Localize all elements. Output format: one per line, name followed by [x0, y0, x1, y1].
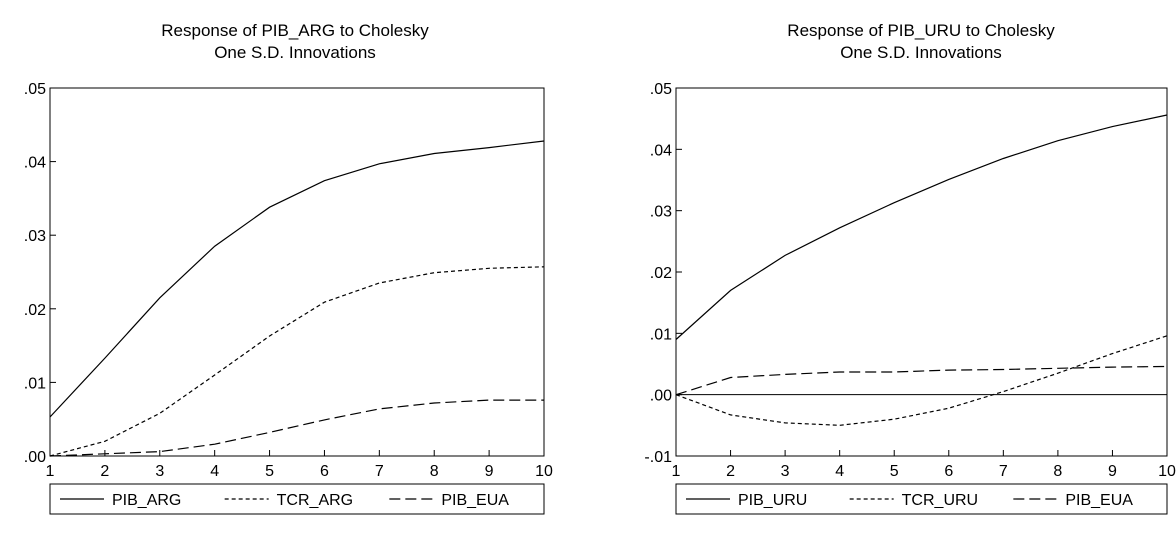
x-tick-label: 3 [155, 463, 164, 480]
legend-label: TCR_ARG [277, 492, 353, 509]
series-line-pib-uru [675, 114, 1168, 340]
series-line-pib-arg [49, 140, 545, 418]
chart-subtitle: One S.D. Innovations [214, 43, 376, 62]
x-tick-label: 9 [485, 463, 494, 480]
x-tick-label: 5 [265, 463, 274, 480]
y-tick-label: .01 [24, 375, 46, 392]
legend-box [675, 483, 1168, 515]
chart-title: Response of PIB_ARG to Cholesky [161, 21, 429, 40]
x-tick-label: 8 [430, 463, 439, 480]
x-tick-label: 7 [375, 463, 384, 480]
series-line-tcr-uru [675, 335, 1168, 426]
x-tick-label: 1 [672, 463, 681, 480]
chart-title: Response of PIB_URU to Cholesky [787, 21, 1055, 40]
y-tick-label: .01 [650, 326, 672, 343]
plot-frame [49, 87, 545, 457]
x-tick-label: 3 [781, 463, 790, 480]
series-line-pib-eua [49, 399, 544, 457]
x-tick-label: 5 [890, 463, 899, 480]
y-tick-label: .02 [650, 265, 672, 282]
x-tick-label: 4 [210, 463, 219, 480]
y-tick-label: .05 [24, 81, 46, 98]
y-tick-label: -.01 [644, 449, 672, 466]
chart-pib-arg: Response of PIB_ARG to Cholesky One S.D.… [24, 21, 553, 515]
legend-box [49, 483, 545, 515]
x-tick-label: 8 [1053, 463, 1062, 480]
x-tick-label: 1 [46, 463, 55, 480]
x-tick-label: 10 [1158, 463, 1176, 480]
x-tick-label: 6 [944, 463, 953, 480]
legend-label: PIB_ARG [112, 492, 181, 509]
chart-pib-uru: Response of PIB_URU to Cholesky One S.D.… [644, 21, 1176, 515]
y-tick-label: .03 [650, 204, 672, 221]
legend-label: PIB_EUA [1065, 492, 1133, 509]
y-tick-label: .04 [24, 155, 46, 172]
legend-label: PIB_URU [738, 492, 807, 509]
y-tick-label: .00 [650, 388, 672, 405]
y-tick-label: .05 [650, 81, 672, 98]
x-tick-label: 6 [320, 463, 329, 480]
x-tick-label: 10 [535, 463, 553, 480]
chart-subtitle: One S.D. Innovations [840, 43, 1002, 62]
x-tick-label: 4 [835, 463, 844, 480]
y-tick-label: .02 [24, 302, 46, 319]
legend-label: TCR_URU [902, 492, 978, 509]
y-tick-label: .03 [24, 228, 46, 245]
x-tick-label: 7 [999, 463, 1008, 480]
x-tick-label: 9 [1108, 463, 1117, 480]
x-tick-label: 2 [726, 463, 735, 480]
plot-frame [675, 87, 1168, 457]
series-line-tcr-arg [49, 266, 545, 457]
x-tick-label: 2 [100, 463, 109, 480]
legend-label: PIB_EUA [441, 492, 509, 509]
y-tick-label: .00 [24, 449, 46, 466]
y-tick-label: .04 [650, 142, 672, 159]
series-line-pib-eua [675, 365, 1168, 396]
